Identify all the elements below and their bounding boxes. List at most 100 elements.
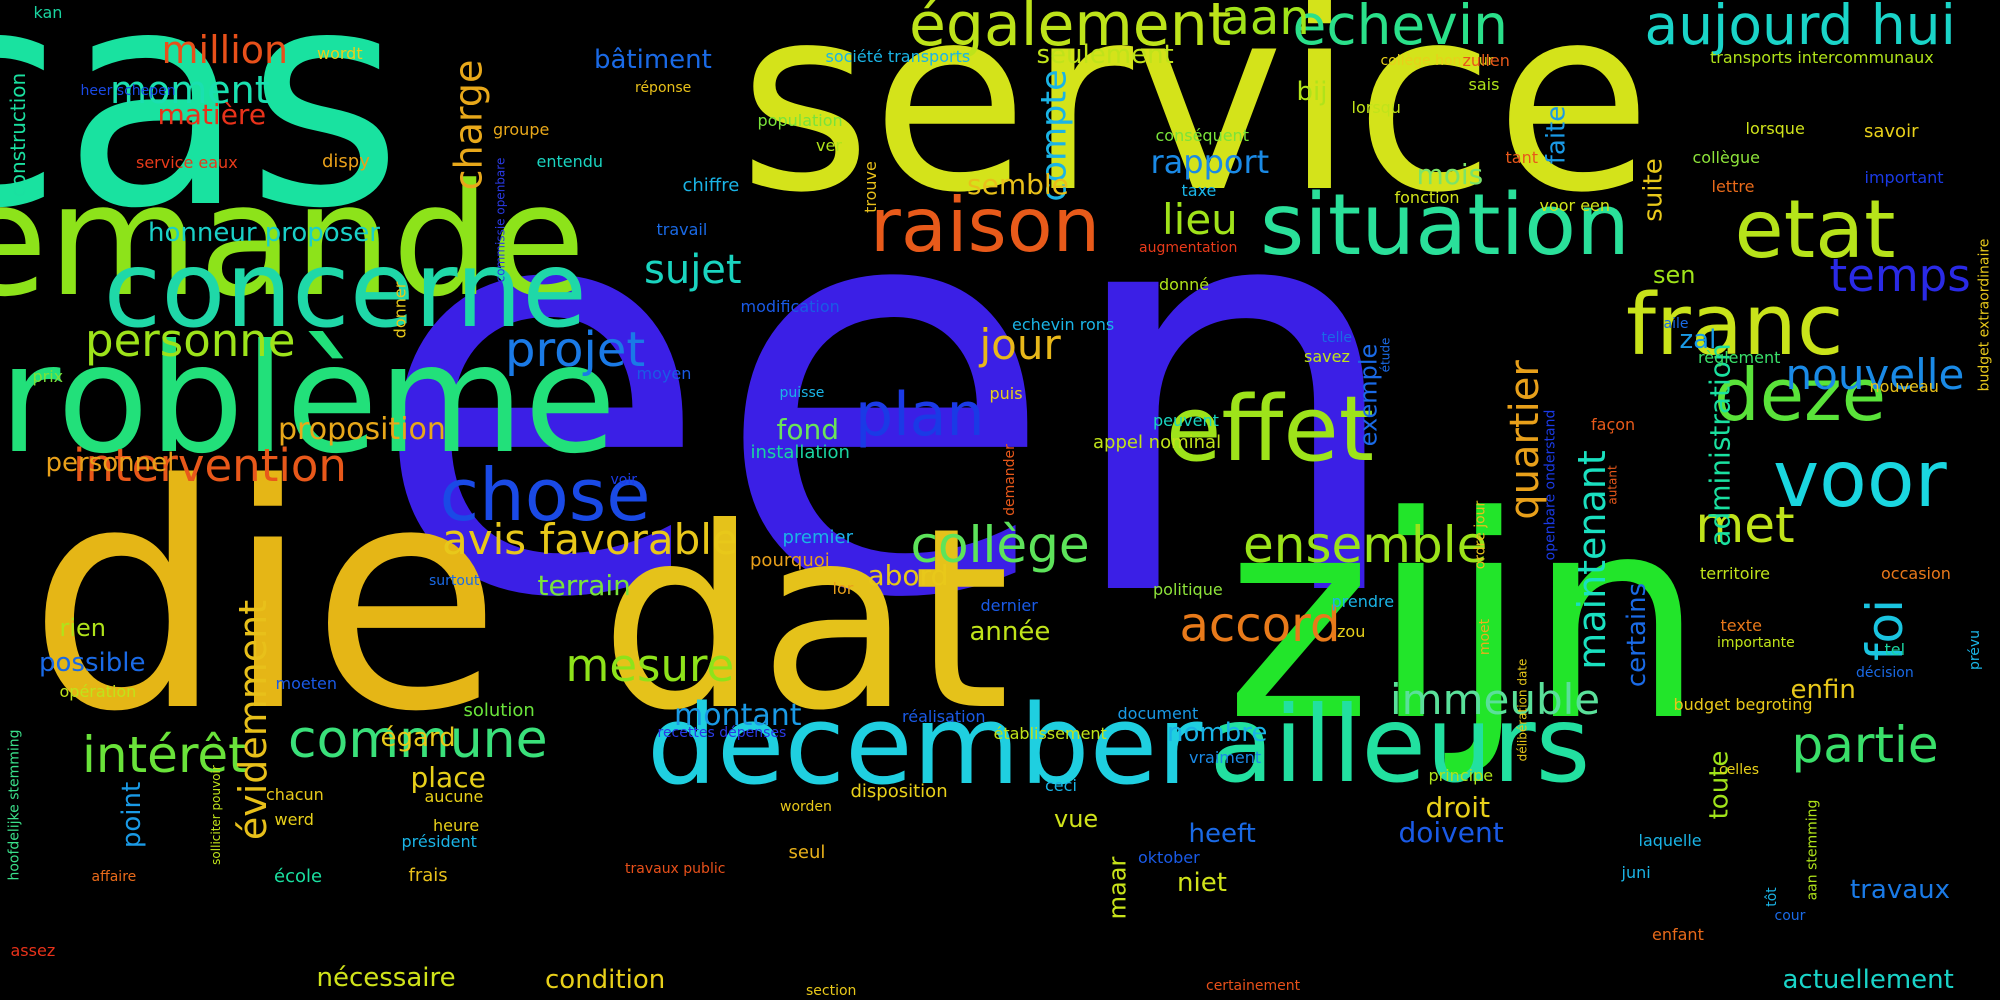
word-suite: suite — [1638, 158, 1669, 222]
word-travaux-public: travaux public — [625, 861, 726, 877]
word-proposition: proposition — [278, 412, 446, 447]
word-aile: aile — [1663, 316, 1689, 332]
word-augmentation: augmentation — [1139, 240, 1238, 256]
word-fonction: fonction — [1394, 188, 1460, 207]
word-autant: autant — [1605, 465, 1620, 505]
word-plan: plan — [855, 380, 985, 450]
word-groupe: groupe — [493, 120, 550, 139]
word-certains: certains — [1622, 582, 1653, 688]
word-affaire: affaire — [91, 869, 137, 885]
word-openbare-onderstand: openbare onderstand — [1541, 409, 1558, 561]
word-nombre: nombre — [1167, 718, 1268, 748]
word-administration: administration — [1703, 343, 1737, 547]
word-enfin: enfin — [1790, 675, 1856, 705]
word-vraiment: vraiment — [1189, 748, 1262, 767]
word-aucune: aucune — [424, 787, 484, 806]
word-aan: aan — [1220, 0, 1310, 46]
word-dernier: dernier — [980, 596, 1038, 615]
word-modification: modification — [740, 297, 840, 316]
word-bâtiment: bâtiment — [594, 45, 712, 75]
word-echevin: echevin — [1292, 0, 1508, 57]
word-tôt: tôt — [1763, 887, 1780, 907]
word-cour: cour — [1774, 908, 1806, 924]
word-nouveau: nouveau — [1869, 377, 1939, 396]
word-personnel: personnel — [45, 448, 175, 478]
word-donner: donner — [389, 281, 409, 339]
word-zullen: zullen — [1462, 51, 1510, 70]
word-réalisation: réalisation — [902, 707, 986, 726]
word-ceci: ceci — [1045, 776, 1077, 795]
word-important: important — [1864, 168, 1944, 187]
word-wordt: wordt — [317, 44, 363, 63]
word-appel-nominal: appel nominal — [1093, 432, 1222, 453]
word-enfant: enfant — [1652, 925, 1704, 944]
word-dispy: dispy — [322, 151, 370, 172]
word-een: een — [368, 69, 1412, 721]
word-ailleurs: ailleurs — [1209, 683, 1591, 806]
word-moeten: moeten — [275, 674, 337, 693]
word-nécessaire: nécessaire — [316, 963, 456, 993]
word-seulement: seulement — [1036, 40, 1174, 70]
word-temps: temps — [1829, 248, 1971, 302]
word-zijn: zijn — [1225, 457, 1706, 783]
word-service-eaux: service eaux — [136, 153, 238, 172]
word-actuellement: actuellement — [1782, 965, 1954, 995]
word-année: année — [969, 617, 1051, 647]
word-texte: texte — [1720, 616, 1762, 635]
word-solliciter-pouvoir: solliciter pouvoir — [208, 765, 223, 865]
word-moment: moment — [110, 68, 270, 112]
word-certainement: certainement — [1206, 978, 1301, 994]
word-travail: travail — [656, 220, 708, 239]
word-moet: moet — [1477, 618, 1494, 656]
word-die: die — [28, 419, 502, 780]
word-ver: ver — [816, 136, 842, 155]
word-semble: semble — [967, 168, 1069, 201]
word-werd: werd — [274, 810, 314, 829]
word-trouve: trouve — [860, 161, 880, 213]
word-lorsque: lorsque — [1745, 119, 1805, 138]
word-tant: tant — [1505, 148, 1539, 167]
word-lorsqu: lorsqu — [1351, 98, 1401, 117]
word-droit: droit — [1425, 791, 1491, 824]
word-transports-intercommunaux: transports intercommunaux — [1710, 48, 1934, 67]
word-budget-begroting: budget begroting — [1673, 695, 1813, 714]
word-intervention: intervention — [73, 438, 347, 492]
word-pourquoi: pourquoi — [750, 550, 830, 571]
word-place: place — [410, 761, 486, 794]
word-mesure: mesure — [565, 638, 735, 692]
word-juni: juni — [1621, 863, 1651, 882]
word-dat: dat — [600, 474, 1010, 765]
word-voir: voir — [610, 472, 638, 488]
word-décision: décision — [1856, 665, 1914, 681]
word-voor-een: voor een — [1539, 196, 1611, 215]
word-chose: chose — [439, 453, 651, 537]
word-rapport: rapport — [1150, 143, 1270, 181]
word-ordre-jour: ordre jour — [1471, 500, 1488, 570]
word-délibération-date: délibération date — [1514, 658, 1529, 762]
word-collège-honneur: collège honneur — [1380, 53, 1494, 69]
word-million: million — [161, 28, 289, 72]
word-telle: telle — [1321, 330, 1353, 346]
word-point: point — [117, 781, 148, 849]
word-prix: prix — [32, 367, 64, 386]
word-concerne: concerne — [103, 228, 587, 351]
word-raison: raison — [870, 180, 1101, 269]
word-moyen: moyen — [636, 364, 692, 383]
word-travaux: travaux — [1850, 875, 1951, 905]
word-met: met — [1695, 496, 1795, 554]
word-quartier: quartier — [1501, 360, 1548, 520]
word-montant: montant — [674, 698, 802, 733]
word-oktober: oktober — [1138, 848, 1200, 867]
word-fond: fond — [776, 413, 840, 446]
word-puis: puis — [989, 384, 1023, 403]
word-kan: kan — [33, 3, 63, 22]
word-installation: installation — [750, 442, 850, 463]
word-doivent: doivent — [1398, 816, 1504, 849]
word-premier: premier — [782, 527, 854, 548]
word-seul: seul — [788, 842, 826, 863]
word-worden: worden — [780, 799, 832, 815]
word-voor: voor — [1773, 435, 1947, 525]
word-commissie-openbare: commissie openbare — [492, 157, 507, 283]
word-prendre: prendre — [1331, 592, 1395, 611]
word-également: également — [909, 0, 1232, 60]
